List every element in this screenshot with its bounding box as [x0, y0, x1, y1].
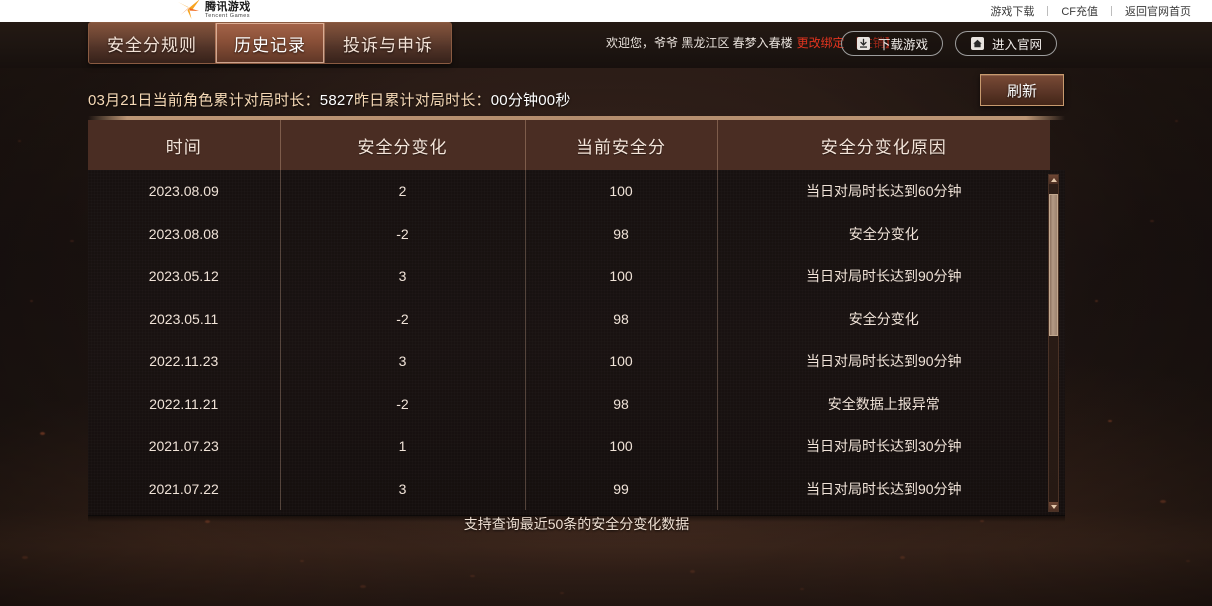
cell-current-score: 98	[525, 297, 718, 340]
cell-time: 2023.08.08	[88, 212, 281, 255]
scroll-up-arrow-icon[interactable]	[1049, 175, 1058, 184]
summary-yesterday-value: 00分钟00秒	[490, 91, 571, 109]
tab-group: 安全分规则 历史记录 投诉与申诉	[88, 22, 452, 64]
top-link-game-download[interactable]: 游戏下载	[990, 6, 1035, 18]
cell-score-change: 2	[280, 170, 526, 213]
cell-current-score: 100	[525, 340, 718, 383]
scrollbar-thumb[interactable]	[1049, 194, 1058, 336]
scroll-down-arrow-icon[interactable]	[1049, 502, 1058, 511]
cell-score-change: -2	[280, 382, 526, 425]
cell-time: 2022.11.23	[88, 340, 281, 383]
table-bottom-shadow	[88, 515, 1065, 522]
download-icon	[856, 36, 871, 51]
history-table-body: 2023.08.09 2 100 当日对局时长达到60分钟 2023.08.08 -2 98…	[88, 170, 1050, 510]
download-game-button[interactable]: 下载游戏	[840, 31, 943, 56]
cell-score-change: 1	[280, 425, 526, 468]
top-link-cf-recharge[interactable]: CF充值	[1061, 6, 1098, 18]
rebind-link[interactable]: 更改绑定	[796, 35, 845, 50]
cell-reason: 当日对局时长达到90分钟	[805, 353, 962, 370]
cell-score-change: -2	[280, 212, 526, 255]
download-game-label: 下载游戏	[877, 38, 928, 52]
cell-time: 2021.07.23	[88, 425, 281, 468]
cell-reason: 安全数据上报异常	[827, 395, 940, 412]
column-header-time: 时间	[88, 120, 281, 170]
cell-current-score: 100	[525, 425, 718, 468]
table-row: 2021.07.23 1 100 当日对局时长达到30分钟	[88, 425, 1050, 468]
table-row: 2022.11.23 3 100 当日对局时长达到90分钟	[88, 340, 1050, 383]
cell-current-score: 98	[525, 212, 718, 255]
column-header-reason: 安全分变化原因	[717, 120, 1050, 170]
top-link-back-home[interactable]: 返回官网首页	[1125, 6, 1191, 18]
logo-text-cn: 腾讯游戏	[205, 0, 251, 13]
welcome-bar: 欢迎您，爷爷 黑龙江区 春梦入春楼 更改绑定 【注销】	[606, 33, 897, 51]
top-links: 游戏下载 CF充值 返回官网首页	[977, 0, 1204, 22]
divider	[1111, 6, 1112, 16]
tab-history[interactable]: 历史记录	[215, 23, 324, 63]
logo-text-en: Tencent Games	[205, 13, 251, 19]
table-row: 2021.07.22 3 99 当日对局时长达到90分钟	[88, 467, 1050, 510]
cell-time: 2023.05.11	[88, 297, 281, 340]
tab-complaints-appeals[interactable]: 投诉与申诉	[324, 23, 451, 63]
history-table-body-scroll-area[interactable]: 2023.08.09 2 100 当日对局时长达到60分钟 2023.08.08 -2 98…	[88, 170, 1065, 516]
summary-yesterday-prefix: 昨日累计对局时长：	[353, 91, 491, 109]
home-icon	[970, 36, 985, 51]
history-table-wrapper: 时间 安全分变化 当前安全分 安全分变化原因 2023.08.09 2 100 当日对…	[88, 116, 1065, 522]
table-row: 2023.05.11 -2 98 安全分变化	[88, 297, 1050, 340]
table-row: 2023.08.09 2 100 当日对局时长达到60分钟	[88, 170, 1050, 213]
top-brand-bar: 腾讯游戏 Tencent Games 游戏下载 CF充值 返回官网首页	[0, 0, 1212, 22]
welcome-greeting: 欢迎您，爷爷 黑龙江区 春梦入春楼	[606, 35, 793, 50]
background-floor-glow	[0, 510, 1212, 606]
enter-official-site-label: 进入官网	[991, 38, 1042, 52]
history-table-header: 时间 安全分变化 当前安全分 安全分变化原因	[88, 120, 1050, 170]
cell-reason: 安全分变化	[848, 225, 919, 242]
table-header-row: 时间 安全分变化 当前安全分 安全分变化原因	[88, 120, 1050, 170]
table-row: 2023.05.12 3 100 当日对局时长达到90分钟	[88, 255, 1050, 298]
cell-score-change: 3	[280, 255, 526, 298]
summary-row: 03月21日当前角色累计对局时长：5827昨日累计对局时长：00分钟00秒 刷新	[88, 74, 1065, 120]
table-scrollbar[interactable]	[1048, 174, 1059, 512]
header-button-group: 下载游戏 进入官网	[840, 31, 1057, 56]
enter-official-site-button[interactable]: 进入官网	[954, 31, 1057, 56]
cell-current-score: 99	[525, 467, 718, 510]
cell-reason: 当日对局时长达到90分钟	[805, 480, 962, 497]
cell-time: 2023.05.12	[88, 255, 281, 298]
column-header-current-score: 当前安全分	[525, 120, 718, 170]
cell-time: 2023.08.09	[88, 170, 281, 213]
cell-reason: 当日对局时长达到60分钟	[805, 183, 962, 200]
cell-score-change: -2	[280, 297, 526, 340]
column-header-score-change: 安全分变化	[280, 120, 526, 170]
tab-security-rules[interactable]: 安全分规则	[89, 23, 215, 63]
table-top-accent	[88, 116, 1065, 120]
history-panel: 03月21日当前角色累计对局时长：5827昨日累计对局时长：00分钟00秒 刷新…	[88, 74, 1065, 532]
table-footnote: 支持查询最近50条的安全分变化数据	[463, 516, 690, 532]
playtime-summary: 03月21日当前角色累计对局时长：5827昨日累计对局时长：00分钟00秒	[88, 89, 571, 110]
cell-reason: 当日对局时长达到30分钟	[805, 438, 962, 455]
tencent-games-logo[interactable]: 腾讯游戏 Tencent Games	[176, 0, 251, 21]
table-row: 2023.08.08 -2 98 安全分变化	[88, 212, 1050, 255]
cell-time: 2021.07.22	[88, 467, 281, 510]
cell-current-score: 98	[525, 382, 718, 425]
tencent-star-icon	[176, 0, 202, 21]
cell-current-score: 100	[525, 170, 718, 213]
cell-current-score: 100	[525, 255, 718, 298]
divider	[1047, 6, 1049, 16]
cell-reason: 安全分变化	[848, 310, 919, 327]
navigation-bar: 安全分规则 历史记录 投诉与申诉	[0, 22, 1212, 68]
table-row: 2022.11.21 -2 98 安全数据上报异常	[88, 382, 1050, 425]
cell-score-change: 3	[280, 340, 526, 383]
cell-reason: 当日对局时长达到90分钟	[805, 268, 962, 285]
refresh-button[interactable]: 刷新	[980, 74, 1064, 106]
cell-time: 2022.11.21	[88, 382, 281, 425]
summary-total-value: 5827	[319, 91, 354, 109]
cell-score-change: 3	[280, 467, 526, 510]
summary-date-prefix: 03月21日当前角色累计对局时长：	[88, 91, 320, 109]
